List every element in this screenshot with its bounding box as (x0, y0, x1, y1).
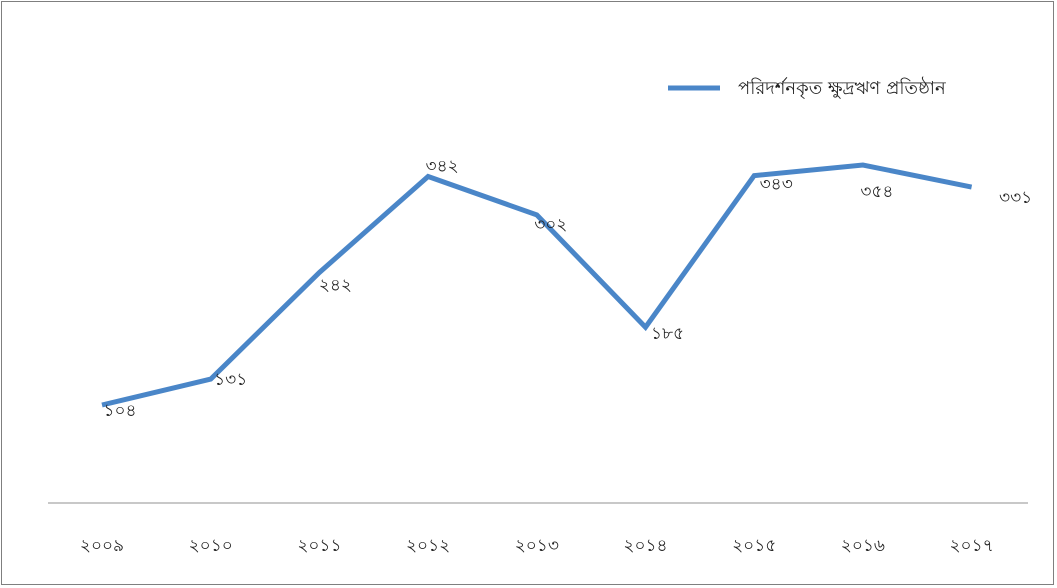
x-tick-label: ২০১০ (189, 536, 233, 556)
data-label: ৩৪৩ (760, 175, 793, 195)
data-label: ৩৪২ (426, 157, 459, 177)
data-label: ১০৪ (103, 401, 136, 421)
data-label: ২৪২ (319, 276, 352, 296)
data-label: ৩৩১ (999, 188, 1032, 208)
data-label: ৩০২ (534, 215, 567, 235)
legend: পরিদর্শনকৃত ক্ষুদ্রঋণ প্রতিষ্ঠান (668, 77, 946, 100)
series-line (101, 162, 973, 408)
series-layer (101, 162, 973, 408)
x-tick-labels: ২০০৯ ২০১০ ২০১১ ২০১২ ২০১৩ ২০১৪ ২০১৫ ২০১৬ ২০১৭ (80, 536, 994, 556)
x-tick-label: ২০০৯ (80, 536, 124, 556)
x-tick-label: ২০১৩ (515, 536, 559, 556)
data-label: ১৩১ (214, 370, 247, 390)
x-tick-label: ২০১৬ (841, 536, 885, 556)
x-tick-label: ২০১৪ (623, 536, 667, 556)
data-labels: ১০৪ ১৩১ ২৪২ ৩৪২ ৩০২ ১৮৫ ৩৪৩ ৩৫৪ ৩৩১ (103, 157, 1032, 422)
x-tick-label: ২০১৭ (949, 536, 993, 556)
legend-label: পরিদর্শনকৃত ক্ষুদ্রঋণ প্রতিষ্ঠান (738, 77, 946, 100)
x-tick-label: ২০১১ (297, 536, 341, 556)
x-tick-label: ২০১৫ (732, 536, 776, 556)
data-label: ৩৫৪ (860, 182, 893, 202)
x-tick-label: ২০১২ (406, 536, 450, 556)
data-label: ১৮৫ (651, 324, 684, 344)
